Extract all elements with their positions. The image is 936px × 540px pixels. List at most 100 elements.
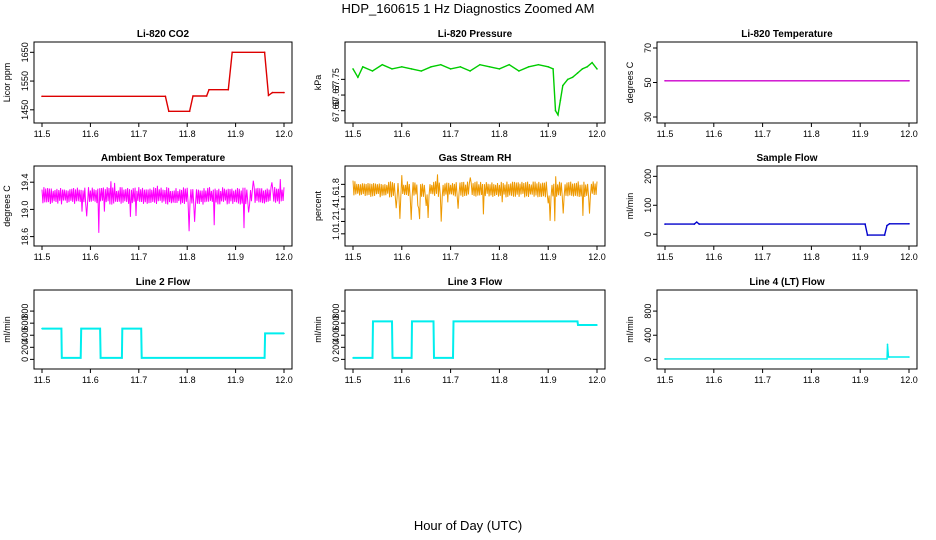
y-axis-label: degrees C xyxy=(625,61,635,103)
x-tick-label: 11.5 xyxy=(34,252,51,262)
data-point xyxy=(864,223,866,225)
x-tick-label: 11.6 xyxy=(393,129,410,139)
x-tick-label: 11.9 xyxy=(852,375,869,385)
data-point xyxy=(264,332,266,335)
data-point xyxy=(664,358,666,360)
data-point xyxy=(527,66,530,68)
data-point xyxy=(352,357,354,359)
x-tick-label: 12.0 xyxy=(588,375,606,385)
x-tick-label: 11.8 xyxy=(491,129,508,139)
y-tick-label: 400 xyxy=(643,328,653,343)
x-tick-label: 12.0 xyxy=(900,375,918,385)
y-axis-label: kPa xyxy=(313,75,323,91)
series-line xyxy=(42,51,284,112)
data-point xyxy=(267,94,270,97)
data-point xyxy=(698,223,700,225)
x-axis-label: Hour of Day (UTC) xyxy=(413,518,523,533)
data-point xyxy=(886,224,888,227)
data-point xyxy=(888,356,891,358)
x-tick-label: 11.7 xyxy=(442,252,459,262)
data-point xyxy=(498,68,501,70)
plot-frame xyxy=(344,41,606,124)
y-tick-label: 67.60 xyxy=(331,99,341,122)
y-tick-label: 1450 xyxy=(20,100,30,120)
x-tick-label: 12.0 xyxy=(588,129,606,139)
data-point xyxy=(140,327,142,330)
y-tick-label: 30 xyxy=(643,112,653,122)
panel-1: Li-820 CO2 11.5 11.6 11.7 11.8 11.9 12.0 1450 15… xyxy=(2,29,293,139)
data-point xyxy=(60,327,63,330)
data-point xyxy=(452,357,454,359)
panel-title: Line 2 Flow xyxy=(136,277,191,288)
data-point xyxy=(433,357,435,359)
data-point xyxy=(99,357,102,359)
data-point xyxy=(664,80,666,82)
panel-5: Gas Stream RH 11.5 11.6 11.7 11.8 11.9 12.0 1.0… xyxy=(313,153,606,262)
x-tick-label: 11.8 xyxy=(491,252,508,262)
x-tick-label: 11.5 xyxy=(657,375,674,385)
x-tick-label: 11.5 xyxy=(34,129,51,139)
data-point xyxy=(591,61,593,64)
y-tick-label: 0 xyxy=(20,357,30,362)
data-point xyxy=(79,357,82,359)
panel-title: Li-820 Temperature xyxy=(741,29,833,40)
x-tick-label: 11.8 xyxy=(803,375,820,385)
data-point xyxy=(557,114,559,116)
data-point xyxy=(459,66,462,68)
x-tick-label: 11.6 xyxy=(705,129,722,139)
y-tick-label: 1.4 xyxy=(331,203,341,216)
x-tick-label: 12.0 xyxy=(588,252,606,262)
series-line xyxy=(665,344,909,360)
x-tick-label: 11.5 xyxy=(657,252,674,262)
x-tick-label: 11.9 xyxy=(540,252,557,262)
data-point xyxy=(908,223,910,225)
plot-frame xyxy=(33,41,293,124)
data-point xyxy=(547,66,549,68)
data-point xyxy=(391,320,393,323)
data-point xyxy=(362,66,364,68)
data-point xyxy=(263,357,266,359)
y-tick-label: 800 xyxy=(643,304,653,319)
panel-4: Ambient Box Temperature 11.5 11.6 11.7 11.8 1… xyxy=(2,153,293,262)
y-tick-label: 0 xyxy=(643,232,653,237)
x-tick-label: 12.0 xyxy=(275,375,293,385)
x-tick-label: 11.9 xyxy=(227,375,244,385)
data-point xyxy=(164,95,167,98)
data-point xyxy=(271,91,274,94)
y-tick-label: 1.8 xyxy=(331,178,341,191)
x-tick-label: 11.7 xyxy=(754,252,771,262)
plot-frame xyxy=(33,165,293,247)
panel-title: Line 4 (LT) Flow xyxy=(749,277,825,288)
plot-frame xyxy=(656,165,918,247)
data-point xyxy=(283,332,285,335)
panel-title: Line 3 Flow xyxy=(448,277,503,288)
x-tick-label: 11.9 xyxy=(227,252,244,262)
x-tick-label: 11.9 xyxy=(852,252,869,262)
y-tick-label: 50 xyxy=(643,77,653,87)
x-tick-label: 11.5 xyxy=(345,375,362,385)
y-axis-label: ml/min xyxy=(625,193,635,220)
x-tick-label: 11.9 xyxy=(227,129,244,139)
series-line xyxy=(352,61,598,117)
data-point xyxy=(432,320,435,323)
data-point xyxy=(596,68,598,70)
y-axis-label: degrees C xyxy=(2,185,12,227)
x-tick-label: 11.6 xyxy=(705,375,722,385)
x-tick-label: 11.7 xyxy=(130,129,147,139)
panel-title: Gas Stream RH xyxy=(439,153,512,164)
data-point xyxy=(562,84,564,87)
data-point xyxy=(231,51,233,54)
plot-frame xyxy=(656,289,918,370)
y-tick-label: 100 xyxy=(643,198,653,213)
data-point xyxy=(61,357,63,359)
y-tick-label: 0 xyxy=(331,357,341,362)
data-point xyxy=(430,66,432,68)
data-point xyxy=(357,76,359,79)
series-line xyxy=(42,327,284,359)
data-point xyxy=(188,110,191,113)
data-point xyxy=(381,63,384,66)
data-point xyxy=(508,63,511,66)
x-tick-label: 11.5 xyxy=(345,129,362,139)
y-tick-label: 19.0 xyxy=(20,201,30,219)
x-tick-label: 11.8 xyxy=(803,252,820,262)
